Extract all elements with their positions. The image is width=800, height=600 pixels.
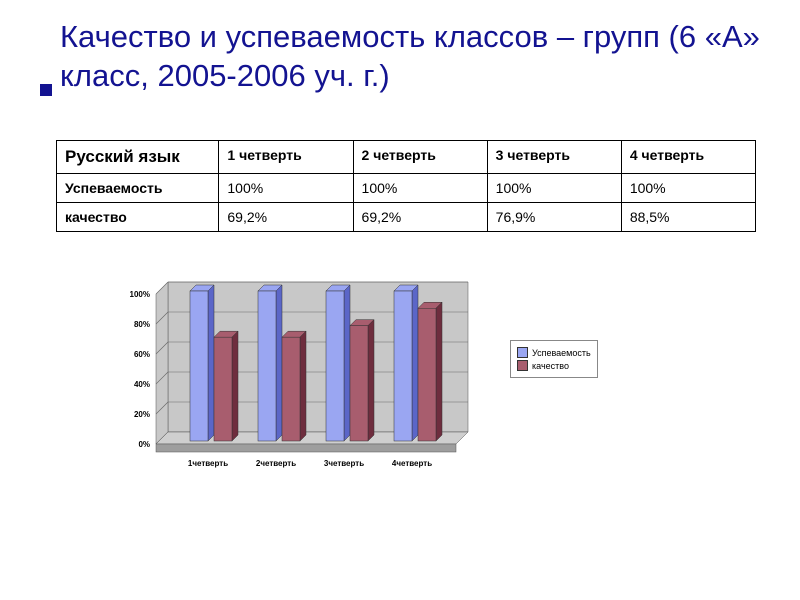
table-cell: 69,2% xyxy=(219,203,353,232)
legend-label: Успеваемость xyxy=(532,348,591,358)
table-cell: 100% xyxy=(353,174,487,203)
svg-text:80%: 80% xyxy=(134,320,150,329)
data-table-container: Русский язык 1 четверть 2 четверть 3 чет… xyxy=(56,140,756,232)
table-row: Успеваемость 100% 100% 100% 100% xyxy=(57,174,756,203)
legend-swatch xyxy=(517,347,528,358)
table-cell: 88,5% xyxy=(621,203,755,232)
table-cell: 100% xyxy=(219,174,353,203)
table-cell: 100% xyxy=(487,174,621,203)
svg-text:1четверть: 1четверть xyxy=(188,459,228,468)
svg-text:100%: 100% xyxy=(130,290,150,299)
table-cell: Успеваемость xyxy=(57,174,219,203)
title-bullet xyxy=(40,84,52,96)
slide-title: Качество и успеваемость классов – групп … xyxy=(60,18,760,96)
table-cell: 69,2% xyxy=(353,203,487,232)
table-header-cell: 1 четверть xyxy=(219,141,353,174)
table-header-cell: Русский язык xyxy=(57,141,219,174)
table-header-cell: 3 четверть xyxy=(487,141,621,174)
table-header-cell: 4 четверть xyxy=(621,141,755,174)
table-cell: 76,9% xyxy=(487,203,621,232)
svg-text:2четверть: 2четверть xyxy=(256,459,296,468)
chart-legend: Успеваемость качество xyxy=(510,340,598,378)
svg-text:3четверть: 3четверть xyxy=(324,459,364,468)
svg-text:60%: 60% xyxy=(134,350,150,359)
bar-chart: 1четверть 2четверть 3четверть 4четверть 0% 20… xyxy=(96,280,476,490)
svg-text:4четверть: 4четверть xyxy=(392,459,432,468)
data-table: Русский язык 1 четверть 2 четверть 3 чет… xyxy=(56,140,756,232)
table-cell: 100% xyxy=(621,174,755,203)
table-header-row: Русский язык 1 четверть 2 четверть 3 чет… xyxy=(57,141,756,174)
svg-text:0%: 0% xyxy=(138,440,150,449)
table-row: качество 69,2% 69,2% 76,9% 88,5% xyxy=(57,203,756,232)
table-cell: качество xyxy=(57,203,219,232)
slide: Качество и успеваемость классов – групп … xyxy=(0,0,800,600)
table-header-cell: 2 четверть xyxy=(353,141,487,174)
legend-swatch xyxy=(517,360,528,371)
legend-item: качество xyxy=(517,360,591,371)
svg-text:20%: 20% xyxy=(134,410,150,419)
legend-item: Успеваемость xyxy=(517,347,591,358)
legend-label: качество xyxy=(532,361,569,371)
bar-chart-svg: 1четверть 2четверть 3четверть 4четверть 0% 20… xyxy=(96,280,476,490)
svg-text:40%: 40% xyxy=(134,380,150,389)
